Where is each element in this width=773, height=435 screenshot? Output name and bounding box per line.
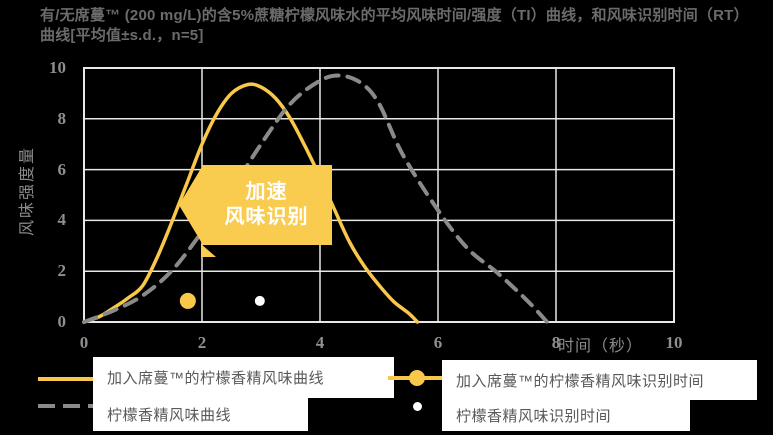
legend-item-control-rt: 柠檬香精风味识别时间: [442, 399, 690, 431]
y-tick-label: 6: [57, 159, 67, 179]
white-dot-swatch: [413, 402, 422, 411]
legend-label: 柠檬香精风味识别时间: [456, 407, 612, 425]
x-tick-label: 8: [551, 333, 561, 352]
accelerated-recognition-callout: 加速 风味识别: [179, 165, 332, 245]
y-tick-label: 2: [57, 261, 67, 281]
x-tick-label: 2: [197, 333, 207, 352]
y-tick-label: 10: [49, 58, 66, 77]
y-tick-label: 4: [57, 210, 67, 230]
callout-line-2: 风味识别: [224, 206, 309, 228]
legend-label: 加入席蔓™的柠檬香精风味曲线: [107, 370, 325, 387]
legend-item-control-ti: 柠檬香精风味曲线: [93, 398, 308, 431]
legend-item-simon-ti: 加入席蔓™的柠檬香精风味曲线: [93, 357, 394, 398]
x-tick-label: 10: [665, 333, 683, 352]
control-rt-marker: [254, 295, 265, 306]
y-axis-title: 风味强度量: [19, 146, 36, 237]
simon-ti-curve: [82, 82, 420, 324]
x-tick-label: 0: [79, 333, 89, 352]
control-ti-curve: [82, 73, 550, 324]
x-tick-label: 4: [315, 333, 325, 352]
x-axis-title: 时间（秒）: [558, 338, 644, 355]
yellow-dot-swatch: [409, 370, 425, 386]
dashed-line-swatch: [38, 404, 93, 408]
solid-line-swatch: [38, 377, 93, 381]
legend-label: 加入席蔓™的柠檬香精风味识别时间: [456, 372, 705, 390]
x-tick-label: 6: [433, 333, 443, 352]
legend-item-simon-rt: 加入席蔓™的柠檬香精风味识别时间: [442, 360, 757, 400]
y-tick-label: 8: [57, 108, 67, 128]
simon-rt-marker: [179, 292, 196, 309]
chart-title: 有/无席蔓™ (200 mg/L)的含5%蔗糖柠檬风味水的平均风味时间/强度（T…: [40, 7, 742, 44]
y-tick-label: 0: [57, 312, 67, 331]
callout-line-1: 加速: [245, 181, 288, 203]
plot-border: [83, 67, 675, 323]
legend-label: 柠檬香精风味曲线: [107, 407, 232, 424]
